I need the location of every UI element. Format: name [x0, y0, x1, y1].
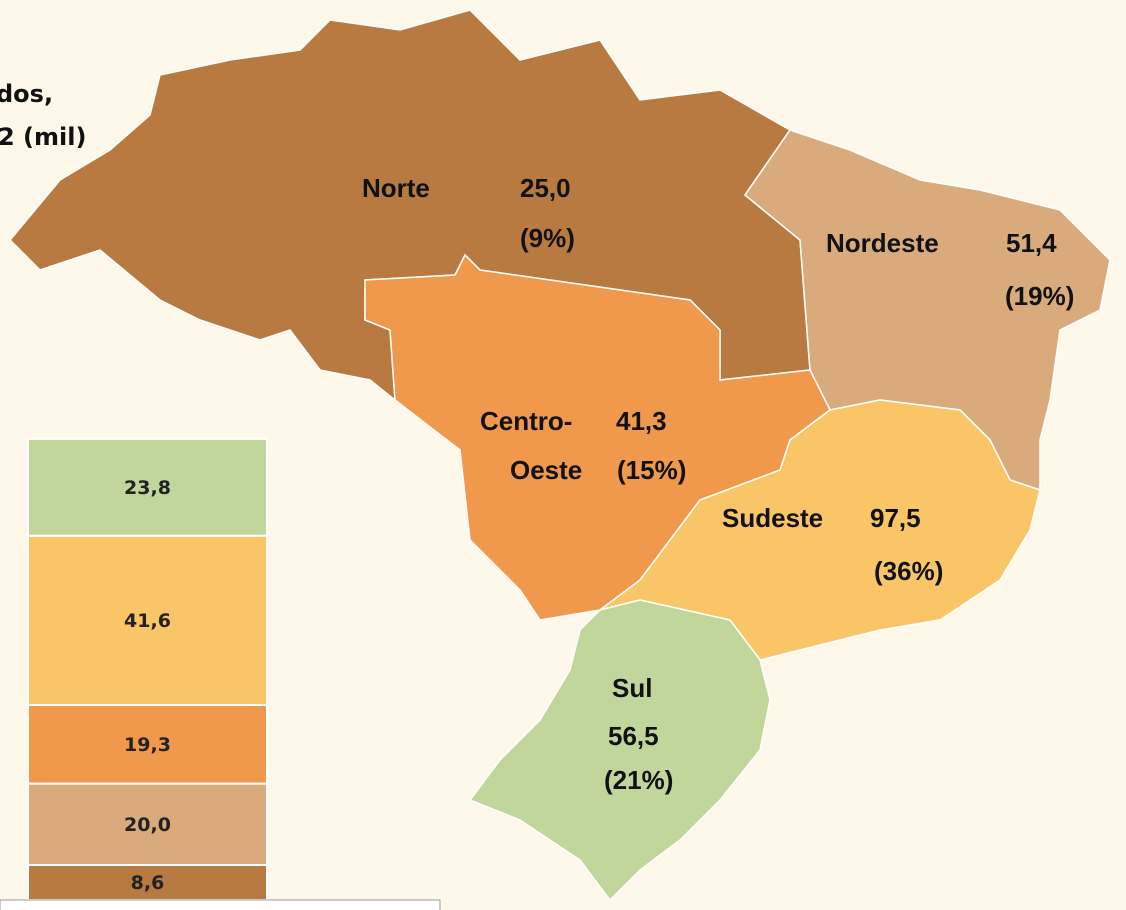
region-share: (9%): [520, 223, 575, 253]
bar-segment: [27, 704, 268, 785]
region-value: 25,0: [520, 173, 571, 203]
bar-label: 20,0: [124, 814, 171, 836]
bar-segment: [27, 534, 268, 707]
bar-label: 41,6: [124, 610, 171, 632]
region-sudeste: [599, 399, 1041, 661]
region-name: Oeste: [510, 455, 582, 485]
region-value: 56,5: [608, 721, 659, 751]
title-line: 2 (mil): [0, 123, 86, 151]
bar-segment: [27, 863, 268, 901]
region-name: Sudeste: [722, 503, 823, 533]
region-share: (36%): [874, 556, 943, 586]
footer-box: [0, 899, 441, 910]
bar-label: 23,8: [124, 477, 171, 499]
region-name: Norte: [362, 173, 430, 203]
region-share: (21%): [604, 765, 673, 795]
region-share: (19%): [1005, 281, 1074, 311]
bar-segment: [27, 437, 268, 537]
region-name: Nordeste: [826, 228, 939, 258]
title-line: dos,: [0, 80, 53, 108]
regions: [8, 9, 1111, 902]
region-name: Centro-: [480, 406, 572, 436]
region-value: 51,4: [1006, 228, 1057, 258]
stacked-bar: 8,6 20,0 19,3 41,6 23,8: [27, 437, 268, 901]
region-value: 41,3: [616, 406, 667, 436]
region-share: (15%): [617, 455, 686, 485]
bar-label: 19,3: [124, 734, 171, 756]
region-value: 97,5: [870, 503, 921, 533]
region-sul: [468, 599, 771, 902]
bar-label: 8,6: [131, 872, 165, 894]
region-name: Sul: [612, 673, 652, 703]
bar-segment: [27, 782, 268, 866]
